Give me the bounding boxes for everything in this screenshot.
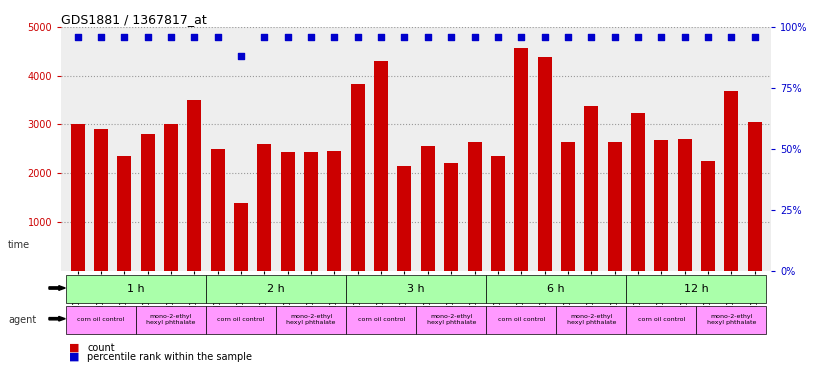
Bar (416, 306, 486, 333)
Point (141, 33, 154, 40)
Text: percentile rank within the sample: percentile rank within the sample (87, 352, 252, 362)
Bar (140, 134, 154, 271)
Point (375, 33, 388, 40)
Point (654, 33, 667, 40)
Bar (491, 156, 505, 271)
Bar (188, 100, 202, 271)
Bar (327, 151, 341, 271)
Bar (627, 275, 766, 303)
Point (234, 53, 247, 59)
Bar (211, 149, 224, 271)
Point (702, 33, 715, 40)
Bar (346, 306, 416, 333)
Bar (561, 142, 575, 271)
Bar (234, 204, 248, 271)
Bar (557, 306, 627, 333)
Bar (70, 124, 85, 271)
Bar (257, 144, 272, 271)
Point (725, 33, 738, 40)
Point (421, 33, 434, 40)
Bar (486, 275, 627, 303)
Point (71, 33, 84, 40)
Text: GDS1881 / 1367817_at: GDS1881 / 1367817_at (61, 13, 207, 26)
Bar (94, 129, 108, 271)
Text: agent: agent (8, 314, 37, 325)
Bar (136, 306, 206, 333)
Text: ■: ■ (69, 352, 83, 362)
Bar (206, 275, 346, 303)
Point (538, 33, 551, 40)
Text: 6 h: 6 h (548, 284, 565, 294)
Point (491, 33, 504, 40)
Bar (444, 164, 459, 271)
Point (678, 33, 691, 40)
Text: 12 h: 12 h (684, 284, 709, 294)
Point (468, 33, 481, 40)
Bar (696, 306, 766, 333)
Point (211, 33, 224, 40)
Bar (747, 122, 762, 271)
Bar (66, 275, 206, 303)
Bar (631, 113, 645, 271)
Bar (468, 142, 481, 271)
Bar (281, 152, 295, 271)
Bar (701, 161, 715, 271)
Bar (276, 306, 346, 333)
Bar (514, 48, 528, 271)
Bar (486, 306, 557, 333)
Bar (678, 139, 692, 271)
Point (258, 33, 271, 40)
Bar (608, 142, 622, 271)
Bar (654, 140, 668, 271)
Point (118, 33, 131, 40)
Point (188, 33, 201, 40)
Text: corn oil control: corn oil control (498, 317, 545, 322)
Text: 3 h: 3 h (407, 284, 425, 294)
Point (561, 33, 574, 40)
Point (304, 33, 317, 40)
Text: mono-2-ethyl
hexyl phthalate: mono-2-ethyl hexyl phthalate (286, 314, 335, 325)
Text: corn oil control: corn oil control (78, 317, 125, 322)
Text: mono-2-ethyl
hexyl phthalate: mono-2-ethyl hexyl phthalate (707, 314, 756, 325)
Point (282, 33, 295, 40)
Point (585, 33, 598, 40)
Bar (118, 156, 131, 271)
Text: corn oil control: corn oil control (638, 317, 685, 322)
Bar (421, 146, 435, 271)
Bar (351, 84, 365, 271)
Point (608, 33, 621, 40)
Bar (346, 275, 486, 303)
Point (632, 33, 645, 40)
Point (445, 33, 458, 40)
Bar (304, 152, 318, 271)
Bar (538, 57, 552, 271)
Bar (206, 306, 276, 333)
Text: time: time (8, 240, 30, 250)
Point (398, 33, 411, 40)
Text: 1 h: 1 h (127, 284, 144, 294)
Text: mono-2-ethyl
hexyl phthalate: mono-2-ethyl hexyl phthalate (427, 314, 476, 325)
Bar (164, 124, 178, 271)
Text: mono-2-ethyl
hexyl phthalate: mono-2-ethyl hexyl phthalate (146, 314, 196, 325)
Bar (627, 306, 696, 333)
Text: 2 h: 2 h (267, 284, 285, 294)
Bar (584, 106, 598, 271)
Bar (374, 61, 388, 271)
Point (748, 33, 761, 40)
Bar (397, 166, 411, 271)
Text: ■: ■ (69, 343, 83, 353)
Point (351, 33, 364, 40)
Bar (66, 306, 136, 333)
Point (95, 33, 108, 40)
Bar (725, 91, 738, 271)
Point (328, 33, 341, 40)
Text: corn oil control: corn oil control (357, 317, 405, 322)
Text: count: count (87, 343, 115, 353)
Text: mono-2-ethyl
hexyl phthalate: mono-2-ethyl hexyl phthalate (566, 314, 616, 325)
Point (165, 33, 178, 40)
Point (515, 33, 528, 40)
Text: corn oil control: corn oil control (217, 317, 264, 322)
